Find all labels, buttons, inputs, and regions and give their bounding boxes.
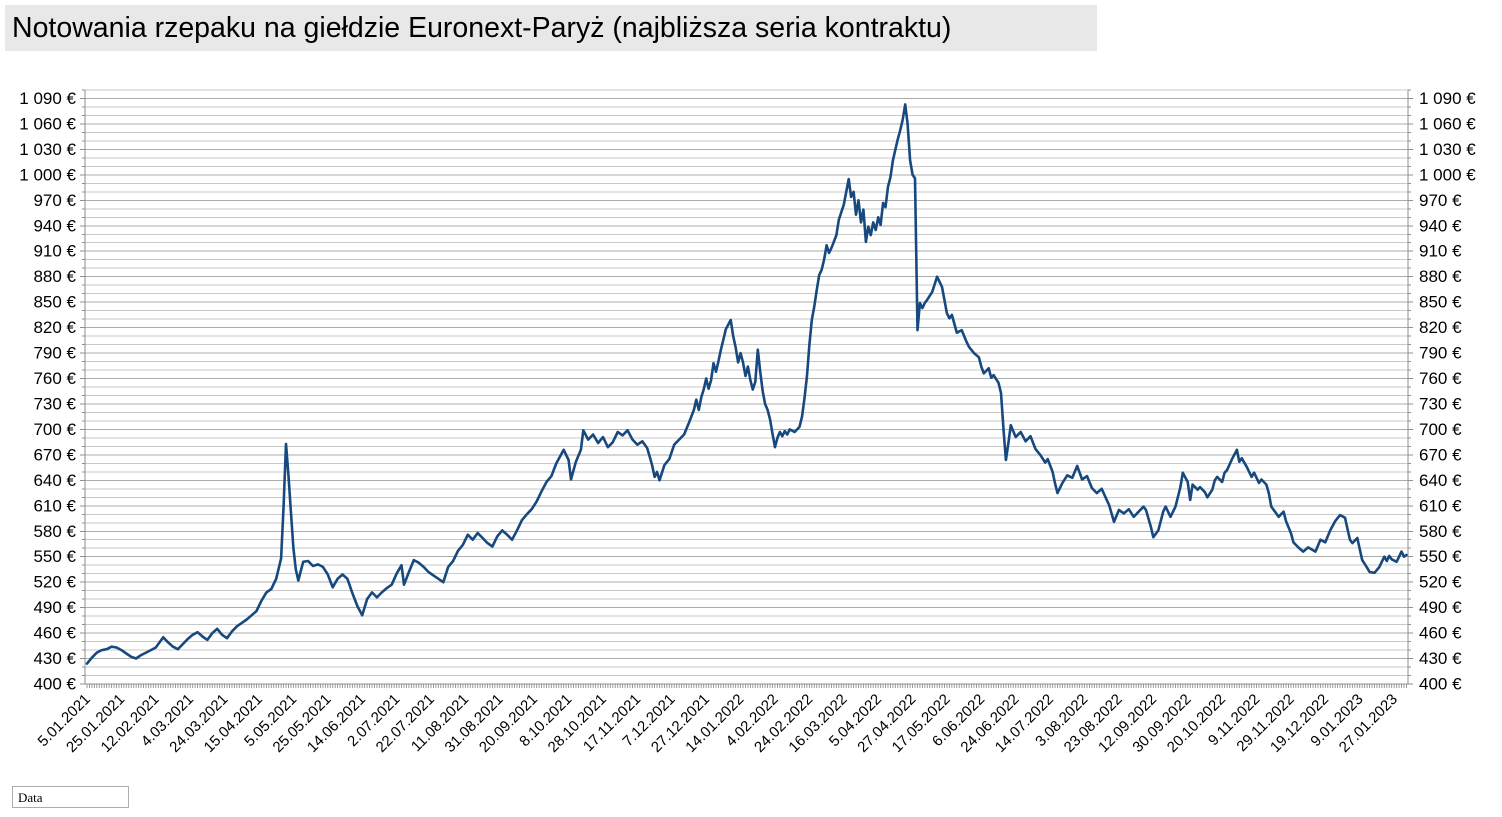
y-axis-label-right: 820 € bbox=[1419, 318, 1462, 337]
y-axis-label-right: 400 € bbox=[1419, 675, 1462, 694]
data-filter-button[interactable]: Data bbox=[12, 786, 129, 808]
data-filter-label: Data bbox=[18, 790, 43, 805]
y-axis-label-right: 490 € bbox=[1419, 598, 1462, 617]
y-axis-label-right: 580 € bbox=[1419, 522, 1462, 541]
page-title: Notowania rzepaku na giełdzie Euronext-P… bbox=[12, 11, 952, 44]
y-axis-label-left: 580 € bbox=[33, 522, 76, 541]
y-axis-label-right: 790 € bbox=[1419, 344, 1462, 363]
chart-title-bar: Notowania rzepaku na giełdzie Euronext-P… bbox=[5, 5, 1097, 51]
y-axis-label-left: 520 € bbox=[33, 573, 76, 592]
y-axis-label-left: 1 060 € bbox=[19, 114, 76, 133]
y-axis-label-right: 460 € bbox=[1419, 624, 1462, 643]
y-axis-label-left: 760 € bbox=[33, 369, 76, 388]
y-axis-label-left: 970 € bbox=[33, 191, 76, 210]
y-axis-label-left: 790 € bbox=[33, 344, 76, 363]
y-axis-label-left: 610 € bbox=[33, 496, 76, 515]
y-axis-label-right: 550 € bbox=[1419, 547, 1462, 566]
y-axis-label-left: 700 € bbox=[33, 420, 76, 439]
y-axis-label-left: 430 € bbox=[33, 649, 76, 668]
y-axis-label-right: 1 030 € bbox=[1419, 140, 1476, 159]
y-axis-label-right: 1 000 € bbox=[1419, 165, 1476, 184]
y-axis-label-right: 940 € bbox=[1419, 216, 1462, 235]
y-axis-label-right: 1 060 € bbox=[1419, 114, 1476, 133]
y-axis-label-left: 640 € bbox=[33, 471, 76, 490]
y-axis-label-right: 1 090 € bbox=[1419, 89, 1476, 108]
y-axis-label-right: 640 € bbox=[1419, 471, 1462, 490]
y-axis-label-left: 880 € bbox=[33, 267, 76, 286]
y-axis-label-right: 520 € bbox=[1419, 573, 1462, 592]
y-axis-label-right: 700 € bbox=[1419, 420, 1462, 439]
y-axis-label-left: 730 € bbox=[33, 394, 76, 413]
y-axis-label-left: 460 € bbox=[33, 624, 76, 643]
y-axis-label-right: 850 € bbox=[1419, 293, 1462, 312]
y-axis-label-right: 760 € bbox=[1419, 369, 1462, 388]
y-axis-label-left: 850 € bbox=[33, 293, 76, 312]
y-axis-label-left: 1 000 € bbox=[19, 165, 76, 184]
y-axis-label-left: 400 € bbox=[33, 675, 76, 694]
y-axis-label-left: 670 € bbox=[33, 445, 76, 464]
y-axis-label-left: 1 030 € bbox=[19, 140, 76, 159]
y-axis-label-right: 670 € bbox=[1419, 445, 1462, 464]
y-axis-label-left: 940 € bbox=[33, 216, 76, 235]
y-axis-label-right: 880 € bbox=[1419, 267, 1462, 286]
y-axis-label-right: 910 € bbox=[1419, 242, 1462, 261]
y-axis-label-right: 430 € bbox=[1419, 649, 1462, 668]
y-axis-label-left: 1 090 € bbox=[19, 89, 76, 108]
y-axis-label-left: 910 € bbox=[33, 242, 76, 261]
y-axis-label-right: 610 € bbox=[1419, 496, 1462, 515]
y-axis-label-right: 730 € bbox=[1419, 394, 1462, 413]
y-axis-label-left: 550 € bbox=[33, 547, 76, 566]
y-axis-label-right: 970 € bbox=[1419, 191, 1462, 210]
y-axis-label-left: 490 € bbox=[33, 598, 76, 617]
y-axis-label-left: 820 € bbox=[33, 318, 76, 337]
price-series-line bbox=[85, 103, 1408, 665]
